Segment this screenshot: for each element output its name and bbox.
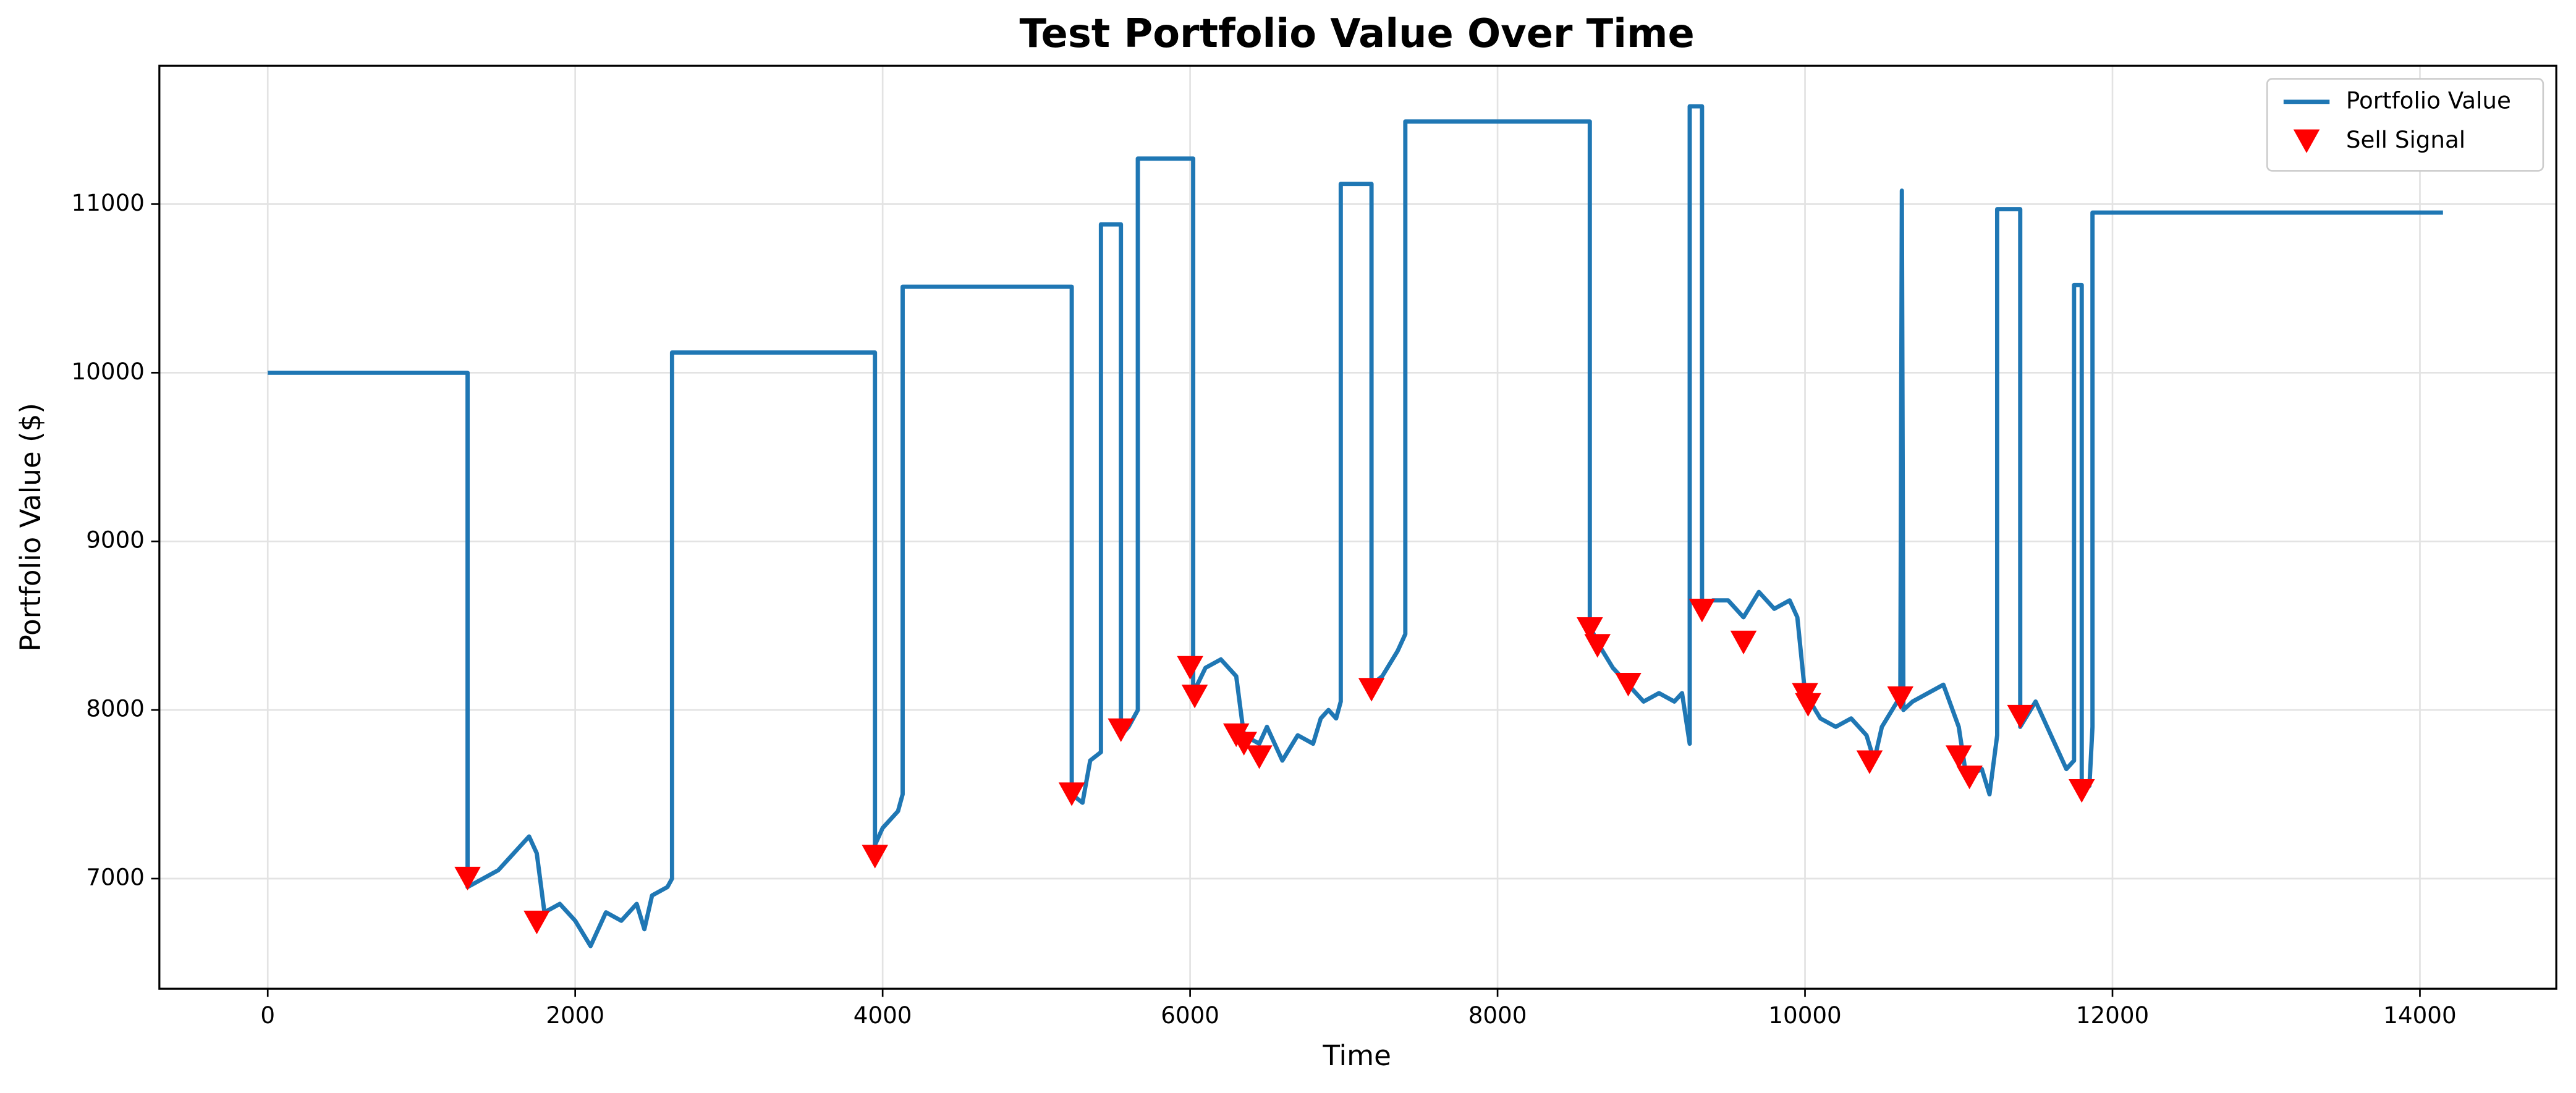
- sell-marker: [1058, 782, 1085, 806]
- x-tick-label: 4000: [854, 1002, 912, 1029]
- sell-marker: [1108, 718, 1134, 742]
- sell-marker: [1795, 693, 1821, 717]
- y-tick-label: 8000: [86, 695, 145, 722]
- y-tick-label: 10000: [72, 358, 145, 385]
- sell-marker: [862, 845, 888, 869]
- sell-marker: [1577, 617, 1603, 641]
- sell-marker: [1584, 634, 1611, 658]
- sell-marker: [1246, 745, 1273, 769]
- x-tick-label: 10000: [1768, 1002, 1841, 1029]
- portfolio-line: [268, 104, 2443, 948]
- sell-marker: [1730, 630, 1757, 655]
- y-tick-label: 9000: [86, 526, 145, 554]
- sell-marker: [1181, 685, 1208, 709]
- x-axis-label: Time: [1322, 1039, 1391, 1072]
- x-tick-label: 0: [260, 1002, 275, 1029]
- x-tick-label: 6000: [1161, 1002, 1219, 1029]
- sell-marker: [2068, 779, 2095, 803]
- legend-label: Sell Signal: [2346, 126, 2465, 153]
- legend-label: Portfolio Value: [2346, 87, 2511, 114]
- sell-marker: [1688, 598, 1716, 623]
- sell-marker: [454, 866, 481, 891]
- sell-marker: [1956, 766, 1983, 790]
- sell-marker: [1231, 732, 1257, 756]
- x-tick-label: 12000: [2076, 1002, 2149, 1029]
- chart-title: Test Portfolio Value Over Time: [1020, 11, 1695, 57]
- legend-swatch: [2293, 129, 2320, 153]
- sell-marker: [2007, 704, 2034, 729]
- x-tick-label: 8000: [1468, 1002, 1527, 1029]
- plot-frame: [158, 64, 2557, 990]
- legend-box: [2266, 78, 2544, 172]
- sell-marker: [1615, 673, 1642, 697]
- sell-marker: [1887, 686, 1914, 711]
- sell-marker: [1856, 750, 1883, 774]
- y-tick-label: 11000: [72, 189, 145, 216]
- x-tick-label: 2000: [546, 1002, 604, 1029]
- x-tick-label: 14000: [2383, 1002, 2456, 1029]
- y-axis-label: Portfolio Value ($): [14, 403, 47, 652]
- sell-marker: [1946, 745, 1972, 769]
- y-tick-label: 7000: [86, 864, 145, 891]
- sell-marker: [1177, 656, 1203, 680]
- sell-marker: [523, 910, 550, 935]
- sell-marker: [1358, 678, 1385, 702]
